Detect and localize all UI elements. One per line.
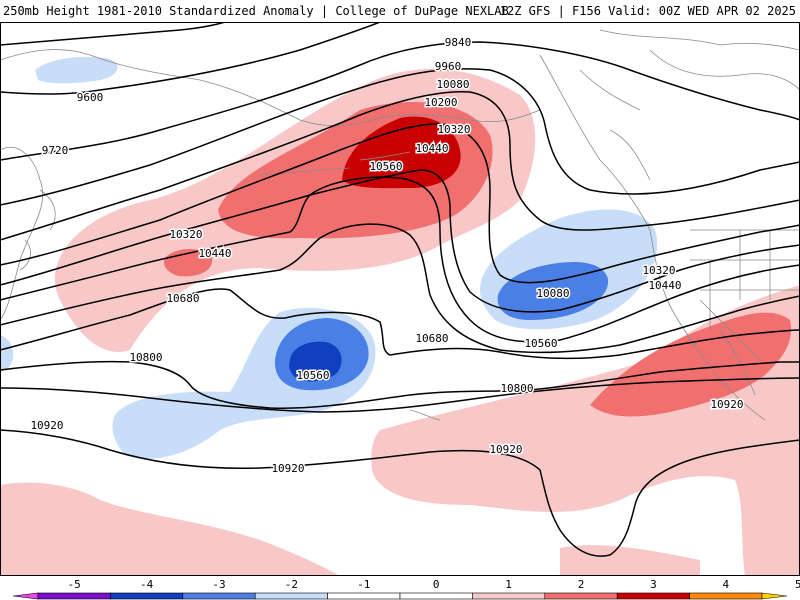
colorbar-bin: [327, 592, 401, 600]
contour-label: 9840: [445, 36, 472, 49]
colorbar-tick-label: 1: [505, 578, 512, 591]
contour-label: 10560: [524, 337, 557, 350]
colorbar-bin: [182, 592, 256, 600]
contour-label: 10800: [129, 351, 162, 364]
colorbar-bin: [689, 592, 763, 600]
contour-label: 10200: [424, 96, 457, 109]
contour-label: 10920: [30, 419, 63, 432]
contour-label: 10440: [648, 279, 681, 292]
anomaly-colorbar: -5 -4 -3 -2 -1 0 1 2 3 4 5: [0, 576, 800, 600]
anomaly-map: 9600 9720 9840 9960 10080 10200 10320 10…: [0, 22, 800, 576]
colorbar-bin: [399, 592, 473, 600]
contour-labels: 9600 9720 9840 9960 10080 10200 10320 10…: [29, 35, 745, 477]
colorbar-left-arrow: [12, 592, 39, 600]
valid-time: 12Z GFS | F156 Valid: 00Z WED APR 02 202…: [499, 4, 796, 18]
contour-label: 10920: [271, 462, 304, 475]
contour-label: 10560: [296, 369, 329, 382]
colorbar-tick-label: -3: [212, 578, 225, 591]
contour-label: 10320: [642, 264, 675, 277]
map-title: 250mb Height 1981-2010 Standardized Anom…: [3, 4, 509, 18]
contour-label: 10920: [710, 398, 743, 411]
colorbar-tick-label: -4: [140, 578, 154, 591]
contour-label: 10920: [489, 443, 522, 456]
colorbar-bin: [616, 592, 690, 600]
contour-label: 10440: [198, 247, 231, 260]
height-contours: [0, 22, 800, 557]
contour-label: 10080: [536, 287, 569, 300]
colorbar-tick-label: -5: [68, 578, 81, 591]
contour-label: 10560: [369, 160, 402, 173]
contour-label: 9960: [435, 60, 462, 73]
colorbar-tick-label: 2: [578, 578, 585, 591]
colorbar-tick-label: 5: [795, 578, 800, 591]
map-header: 250mb Height 1981-2010 Standardized Anom…: [0, 0, 800, 22]
colorbar-tick-label: 3: [650, 578, 657, 591]
contour-label: 10680: [166, 292, 199, 305]
colorbar-bin: [110, 592, 184, 600]
colorbar-bin: [472, 592, 546, 600]
negative-anomaly-3-shading: [289, 341, 342, 382]
colorbar-tick-label: -1: [357, 578, 370, 591]
positive-anomaly-3-shading: [342, 116, 461, 189]
contour-label: 10320: [169, 228, 202, 241]
contour-label: 10320: [437, 123, 470, 136]
colorbar-bin: [37, 592, 111, 600]
colorbar-right-arrow: [761, 592, 788, 600]
colorbar-tick-label: 0: [433, 578, 440, 591]
colorbar-tick-label: -2: [285, 578, 298, 591]
contour-label: 10800: [500, 382, 533, 395]
colorbar-bin: [254, 592, 328, 600]
contour-label: 10680: [415, 332, 448, 345]
contour-label: 9720: [42, 144, 69, 157]
contour-label: 9600: [77, 91, 104, 104]
colorbar-tick-label: 4: [722, 578, 729, 591]
contour-label: 10440: [415, 142, 448, 155]
contour-label: 10080: [436, 78, 469, 91]
colorbar-bin: [544, 592, 618, 600]
